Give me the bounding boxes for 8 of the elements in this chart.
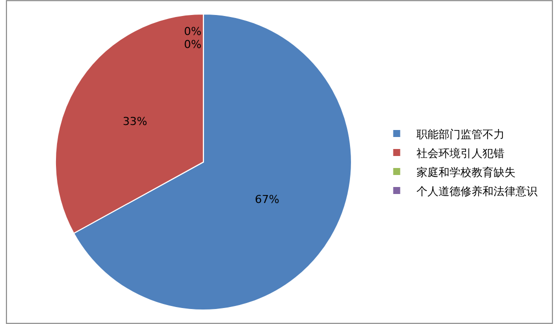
data-label: 33% (122, 115, 148, 128)
legend-label: 个人道德修养和法律意识 (416, 184, 538, 198)
text: 0% (184, 25, 202, 38)
legend-label: 社会环境引人犯错 (416, 146, 505, 160)
legend-label: 家庭和学校教育缺失 (416, 166, 516, 179)
legend-label: 职能部门监管不力 (416, 128, 505, 141)
data-label: 67% (254, 193, 280, 206)
text: 0% (184, 38, 202, 51)
